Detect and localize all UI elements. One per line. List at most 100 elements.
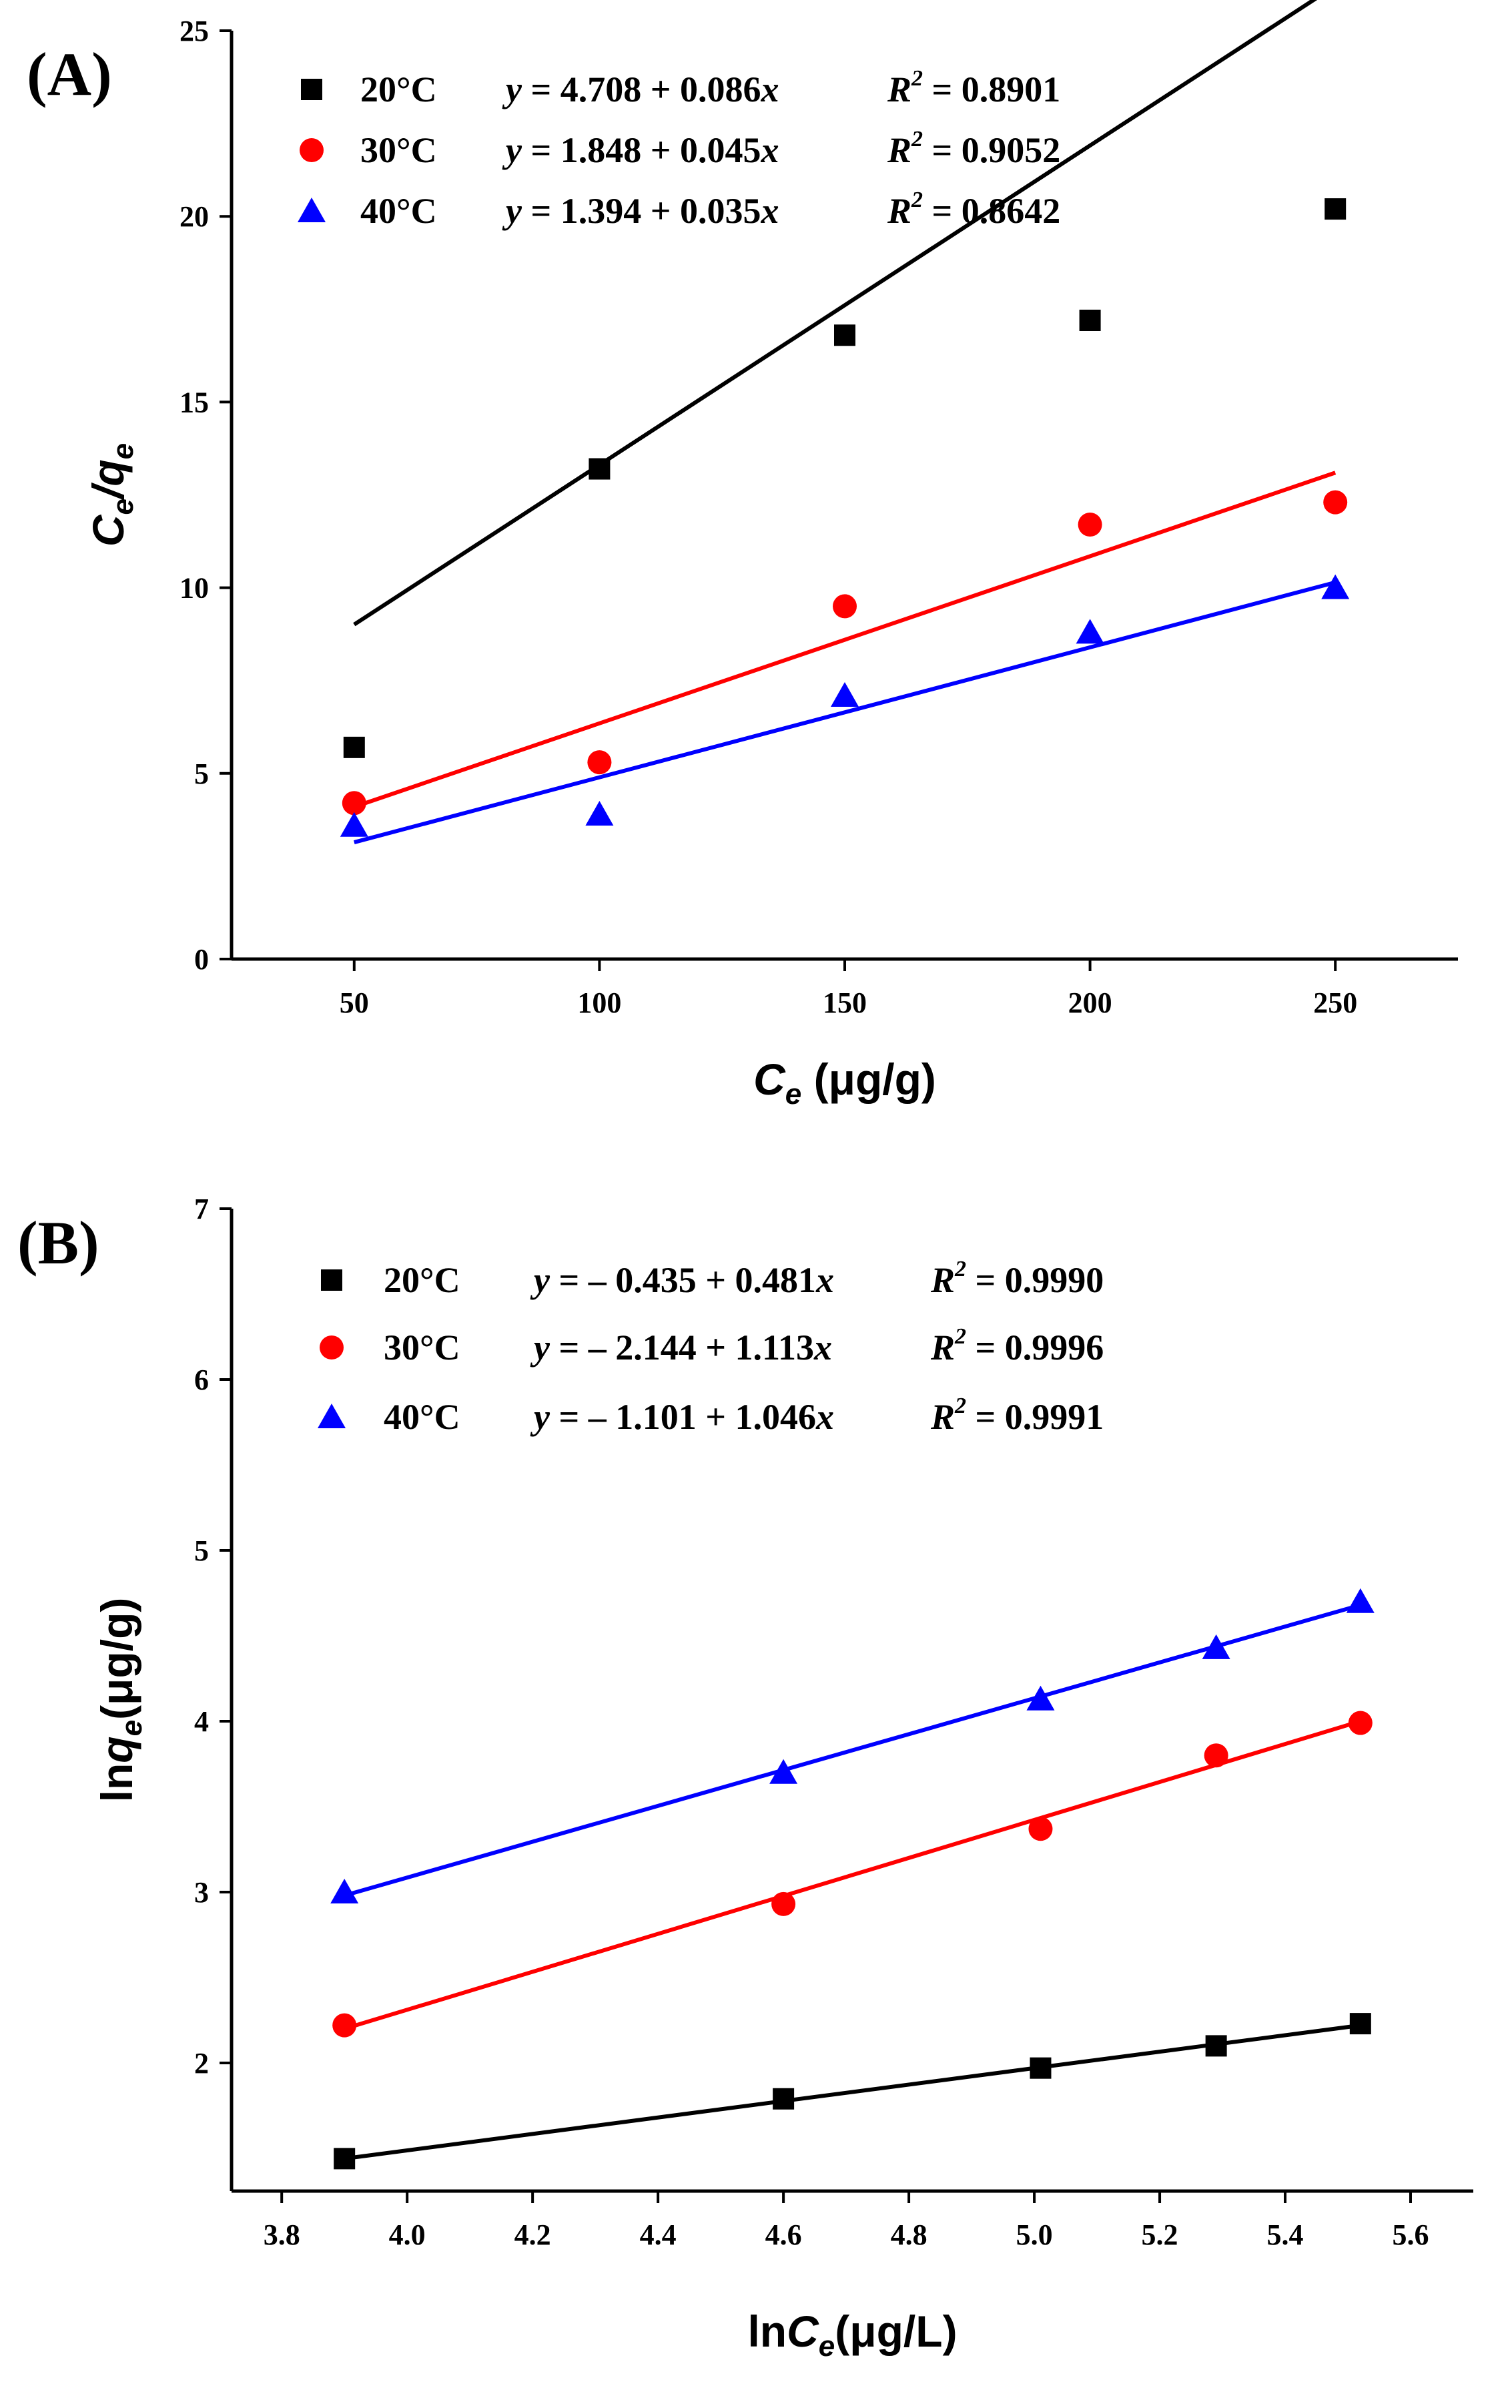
data-point-circle: [1204, 1743, 1228, 1768]
x-tick-label: 4.8: [891, 2218, 927, 2251]
eq-y: y: [502, 191, 522, 231]
y-axis-label-b-sub: e: [107, 443, 139, 459]
data-point-circle: [332, 2013, 357, 2038]
data-point-triangle: [1346, 1588, 1375, 1613]
r2-symbol: R: [887, 191, 911, 231]
x-tick-label: 250: [1313, 986, 1357, 1019]
legend-r2: R2 = 0.9052: [887, 127, 1060, 170]
legend-label: 20°C: [360, 69, 437, 109]
legend-equation: y = 1.848 + 0.045x: [502, 130, 779, 170]
eq-y: y: [530, 1397, 550, 1437]
legend-label: 20°C: [384, 1260, 460, 1300]
x-axis-label-main: C: [753, 1055, 786, 1104]
legend-marker-square: [301, 79, 322, 100]
x-tick-label: 5.4: [1267, 2218, 1304, 2251]
data-point-square: [1205, 2035, 1227, 2057]
y-tick-label: 7: [194, 1193, 209, 1225]
panel-b-chart: 2 3 4 5 6 7 3.8 4.0 4.2 4.4 4.6 4.8 5.0 5.2 5.4 5.6 (B) l…: [17, 1193, 1473, 2363]
y-tick-label: 3: [194, 1876, 209, 1909]
eq-x: x: [815, 1260, 834, 1300]
y-axis-label-a-sub: e: [115, 1720, 148, 1736]
legend-marker-triangle: [298, 198, 326, 222]
data-point-triangle: [1026, 1685, 1055, 1711]
eq-x: x: [761, 130, 779, 170]
data-point-square: [334, 2148, 356, 2170]
eq-body: = – 1.101 + 1.046: [550, 1397, 816, 1437]
legend-label: 30°C: [360, 130, 437, 170]
data-point-square: [589, 458, 611, 480]
data-point-circle: [1323, 490, 1348, 515]
legend-equation: y = 4.708 + 0.086x: [502, 69, 779, 109]
x-axis-label: lnCe(μg/L): [747, 2307, 957, 2363]
x-axis-label-unit: (μg/g): [801, 1055, 936, 1104]
legend-r2: R2 = 0.9990: [930, 1257, 1104, 1300]
data-point-square: [1030, 2057, 1052, 2079]
data-point-triangle: [1321, 574, 1350, 599]
legend-label: 40°C: [360, 191, 437, 231]
legend-equation: y = – 2.144 + 1.113x: [530, 1327, 832, 1368]
data-point-triangle: [585, 801, 614, 826]
data-point-circle: [771, 1891, 796, 1916]
data-point-triangle: [831, 681, 859, 707]
legend-r2: R2 = 0.8901: [887, 66, 1060, 109]
x-tick-label: 200: [1068, 986, 1112, 1019]
x-tick-label: 5.6: [1393, 2218, 1429, 2251]
y-tick-label: 6: [194, 1364, 209, 1396]
y-axis-label: Ce/qe: [83, 443, 139, 547]
data-point-circle: [1078, 513, 1102, 537]
data-point-square: [834, 324, 855, 346]
data-point-square: [1349, 2013, 1371, 2035]
r2-value: = 0.9996: [966, 1327, 1104, 1368]
x-tick-label: 4.2: [514, 2218, 551, 2251]
legend-marker-circle: [320, 1335, 344, 1360]
r2-sup: 2: [911, 127, 923, 152]
y-axis-label: lnqe(μg/g): [92, 1598, 148, 1803]
eq-y: y: [502, 69, 522, 109]
eq-y: y: [502, 130, 522, 170]
data-point-circle: [342, 791, 366, 816]
data-point-triangle: [769, 1759, 798, 1784]
eq-body: = – 0.435 + 0.481: [550, 1260, 816, 1300]
r2-value: = 0.9052: [923, 130, 1060, 170]
fit-line-square: [344, 2023, 1361, 2161]
y-axis-label-a-sub: e: [107, 499, 139, 515]
r2-value: = 0.8901: [923, 69, 1060, 109]
r2-symbol: R: [930, 1260, 955, 1300]
y-tick-label: 20: [179, 200, 209, 233]
x-tick-label: 3.8: [264, 2218, 300, 2251]
y-tick-label: 2: [194, 2047, 209, 2080]
y-axis-label-var: q: [92, 1736, 141, 1763]
fit-line-circle: [353, 471, 1337, 809]
legend-marker-circle: [300, 138, 324, 162]
data-point-triangle: [330, 1879, 359, 1903]
x-tick-label: 5.2: [1142, 2218, 1178, 2251]
r2-symbol: R: [887, 69, 911, 109]
legend-label: 40°C: [384, 1397, 460, 1437]
r2-sup: 2: [954, 1394, 966, 1418]
legend-r2: R2 = 0.9996: [930, 1324, 1104, 1368]
x-axis-label-var: C: [787, 2307, 819, 2356]
legend-equation: y = – 1.101 + 1.046x: [530, 1397, 834, 1437]
y-axis-label-b: /q: [83, 459, 133, 501]
legend-equation: y = 1.394 + 0.035x: [502, 191, 779, 231]
x-tick-label: 4.4: [640, 2218, 677, 2251]
r2-sup: 2: [954, 1324, 966, 1349]
eq-y: y: [530, 1260, 550, 1300]
data-point-triangle: [1202, 1634, 1230, 1659]
r2-value: = 0.8642: [923, 191, 1060, 231]
fit-line-circle: [344, 1719, 1361, 2031]
y-axis-label-ln: ln: [92, 1763, 141, 1803]
fit-line-square: [353, 0, 1318, 627]
y-tick-label: 15: [179, 386, 209, 418]
y-axis-label-a: C: [83, 514, 133, 547]
eq-body: = 1.848 + 0.045: [522, 130, 761, 170]
legend-r2: R2 = 0.9991: [930, 1394, 1104, 1437]
legend-marker-triangle: [318, 1404, 346, 1428]
eq-body: = 1.394 + 0.035: [522, 191, 761, 231]
eq-x: x: [815, 1397, 834, 1437]
fit-line-triangle: [354, 580, 1336, 844]
legend-r2: R2 = 0.8642: [887, 188, 1060, 231]
eq-x: x: [761, 191, 779, 231]
x-axis-label-sub: e: [785, 1078, 801, 1111]
